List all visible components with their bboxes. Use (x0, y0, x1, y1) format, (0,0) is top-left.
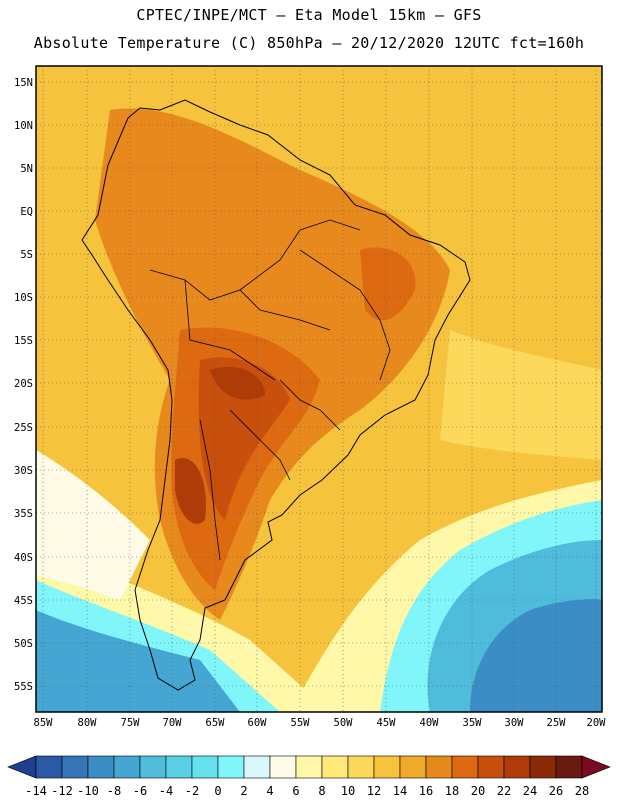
colorbar-swatch (87, 755, 115, 779)
colorbar-swatch (373, 755, 401, 779)
lat-label: 10S (14, 292, 33, 304)
latitude-axis: 15N 10N 5N EQ 5S 10S 15S 20S 25S 30S 35S… (14, 77, 33, 693)
colorbar-swatch (321, 755, 349, 779)
colorbar-swatch (529, 755, 557, 779)
lat-label: EQ (20, 206, 33, 218)
colorbar-label: 26 (549, 784, 563, 798)
colorbar-swatch (269, 755, 297, 779)
colorbar-label: 20 (471, 784, 485, 798)
lon-label: 55W (291, 717, 311, 729)
colorbar-label: 28 (575, 784, 589, 798)
colorbar-swatch (35, 755, 63, 779)
colorbar-swatch (113, 755, 141, 779)
colorbar-swatch (399, 755, 427, 779)
colorbar-swatch (555, 755, 583, 779)
colorbar-swatch (243, 755, 271, 779)
chart-title-line1: CPTEC/INPE/MCT – Eta Model 15km – GFS (136, 6, 482, 24)
temperature-field (36, 66, 602, 712)
colorbar-swatch (217, 755, 245, 779)
lon-label: 40W (420, 717, 440, 729)
lon-label: 65W (206, 717, 226, 729)
lat-label: 30S (14, 465, 33, 477)
colorbar-label: -8 (107, 784, 121, 798)
colorbar-label: 16 (419, 784, 433, 798)
lon-label: 50W (334, 717, 354, 729)
lat-label: 15N (14, 77, 33, 89)
lon-label: 30W (505, 717, 525, 729)
colorbar-swatch (165, 755, 193, 779)
lat-label: 35S (14, 508, 33, 520)
colorbar-swatch (451, 755, 479, 779)
coastline (81, 99, 471, 691)
colorbar-label: 18 (445, 784, 459, 798)
colorbar-label: 2 (240, 784, 247, 798)
colorbar (7, 755, 611, 779)
lat-label: 20S (14, 378, 33, 390)
lat-label: 40S (14, 552, 33, 564)
colorbar-label: -10 (77, 784, 99, 798)
colorbar-label: -14 (25, 784, 47, 798)
colorbar-max-arrow (581, 755, 611, 779)
colorbar-swatch (139, 755, 167, 779)
lon-label: 70W (163, 717, 183, 729)
lat-label: 25S (14, 422, 33, 434)
colorbar-min-arrow (7, 755, 37, 779)
colorbar-labels: -14 -12 -10 -8 -6 -4 -2 0 2 4 6 8 10 12 … (25, 784, 589, 798)
colorbar-swatch (295, 755, 323, 779)
colorbar-label: 24 (523, 784, 537, 798)
lon-label: 75W (121, 717, 141, 729)
longitude-axis: 85W 80W 75W 70W 65W 60W 55W 50W 45W 40W … (34, 717, 607, 729)
colorbar-label: 10 (341, 784, 355, 798)
colorbar-label: -6 (133, 784, 147, 798)
lat-label: 45S (14, 595, 33, 607)
colorbar-label: 6 (292, 784, 299, 798)
lat-label: 5S (20, 249, 33, 261)
lon-label: 25W (547, 717, 567, 729)
colorbar-swatch (477, 755, 505, 779)
plot-frame (35, 65, 603, 713)
colorbar-label: 22 (497, 784, 511, 798)
colorbar-label: -12 (51, 784, 73, 798)
lat-label: 15S (14, 335, 33, 347)
colorbar-label: 14 (393, 784, 407, 798)
colorbar-swatch (347, 755, 375, 779)
colorbar-label: -2 (185, 784, 199, 798)
lat-label: 50S (14, 638, 33, 650)
colorbar-label: 8 (318, 784, 325, 798)
lon-label: 20W (587, 717, 607, 729)
lon-label: 80W (78, 717, 98, 729)
lon-label: 45W (377, 717, 397, 729)
lat-label: 5N (20, 163, 33, 175)
lon-label: 60W (248, 717, 268, 729)
lat-label: 10N (14, 120, 33, 132)
colorbar-swatch (191, 755, 219, 779)
colorbar-swatch (425, 755, 453, 779)
colorbar-label: 12 (367, 784, 381, 798)
colorbar-label: 4 (266, 784, 273, 798)
lon-label: 85W (34, 717, 54, 729)
lon-label: 35W (463, 717, 483, 729)
colorbar-swatch (61, 755, 89, 779)
colorbar-swatch (503, 755, 531, 779)
lat-label: 55S (14, 681, 33, 693)
colorbar-label: -4 (159, 784, 173, 798)
chart-title-line2: Absolute Temperature (C) 850hPa – 20/12/… (33, 34, 585, 52)
colorbar-label: 0 (214, 784, 221, 798)
